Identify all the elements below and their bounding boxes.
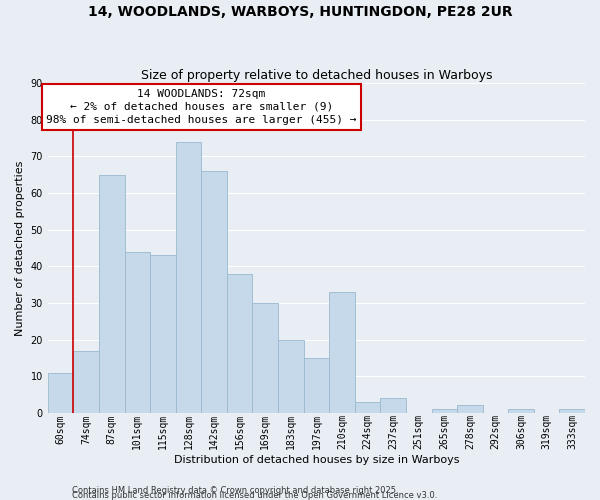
Bar xyxy=(431,409,457,413)
Bar xyxy=(176,142,201,413)
Bar xyxy=(457,406,482,413)
Bar xyxy=(48,372,73,413)
Bar xyxy=(125,252,150,413)
Text: Contains public sector information licensed under the Open Government Licence v3: Contains public sector information licen… xyxy=(72,491,437,500)
Bar xyxy=(508,409,534,413)
Bar xyxy=(278,340,304,413)
X-axis label: Distribution of detached houses by size in Warboys: Distribution of detached houses by size … xyxy=(173,455,459,465)
Text: 14 WOODLANDS: 72sqm
← 2% of detached houses are smaller (9)
98% of semi-detached: 14 WOODLANDS: 72sqm ← 2% of detached hou… xyxy=(46,88,356,125)
Bar xyxy=(73,350,99,413)
Bar xyxy=(380,398,406,413)
Bar xyxy=(355,402,380,413)
Title: Size of property relative to detached houses in Warboys: Size of property relative to detached ho… xyxy=(140,69,492,82)
Y-axis label: Number of detached properties: Number of detached properties xyxy=(15,160,25,336)
Bar xyxy=(227,274,253,413)
Bar xyxy=(559,409,585,413)
Text: 14, WOODLANDS, WARBOYS, HUNTINGDON, PE28 2UR: 14, WOODLANDS, WARBOYS, HUNTINGDON, PE28… xyxy=(88,5,512,19)
Bar xyxy=(253,303,278,413)
Bar xyxy=(99,174,125,413)
Text: Contains HM Land Registry data © Crown copyright and database right 2025.: Contains HM Land Registry data © Crown c… xyxy=(72,486,398,495)
Bar xyxy=(201,171,227,413)
Bar xyxy=(150,256,176,413)
Bar xyxy=(304,358,329,413)
Bar xyxy=(329,292,355,413)
